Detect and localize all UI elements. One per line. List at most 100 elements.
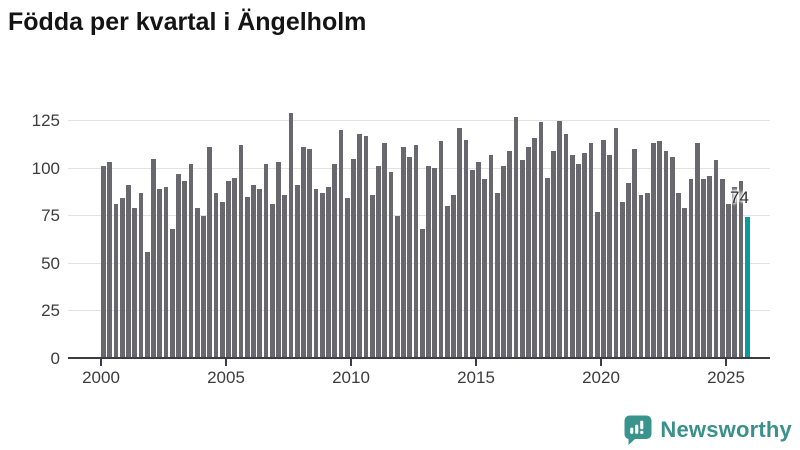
bar <box>307 149 313 358</box>
x-axis-tick <box>350 359 352 366</box>
bar <box>669 156 675 358</box>
bar <box>294 185 300 358</box>
bar <box>269 204 275 358</box>
bar <box>551 150 556 358</box>
bar <box>407 156 413 358</box>
bar <box>632 149 638 358</box>
bar <box>344 198 350 358</box>
x-axis-tick <box>225 359 227 366</box>
bar <box>382 143 388 358</box>
x-axis-tick-label: 2000 <box>82 368 120 387</box>
chart-title: Födda per kvartal i Ängelholm <box>8 8 367 36</box>
bar <box>107 162 113 358</box>
bar <box>726 204 731 358</box>
bar <box>413 145 419 358</box>
bar <box>326 187 331 358</box>
bar <box>394 215 400 358</box>
bar <box>657 141 663 358</box>
bar <box>282 194 288 358</box>
bar <box>251 185 256 358</box>
bar <box>501 166 506 358</box>
highlighted-bar <box>744 217 750 358</box>
bar <box>426 166 431 358</box>
bar <box>444 206 450 358</box>
gridline-y125 <box>68 120 770 121</box>
bar <box>388 171 394 358</box>
bar <box>257 188 263 358</box>
bar <box>676 192 681 358</box>
gridline-y25 <box>68 310 770 311</box>
bar <box>563 133 569 358</box>
bar <box>219 202 225 358</box>
bar <box>263 164 269 358</box>
bar <box>432 168 438 358</box>
bar <box>132 207 138 358</box>
x-axis-tick-label: 2010 <box>332 368 370 387</box>
bar <box>288 112 294 358</box>
bar <box>176 173 181 358</box>
bar <box>594 211 600 358</box>
bar <box>463 139 469 358</box>
bar <box>338 130 344 358</box>
y-axis-tick-label: 75 <box>41 206 60 225</box>
x-axis-tick <box>475 359 477 366</box>
bar <box>213 192 219 358</box>
bar <box>363 135 369 358</box>
bar <box>163 187 169 358</box>
bar <box>732 187 738 358</box>
bar <box>582 152 588 358</box>
bar <box>688 179 694 358</box>
bar <box>357 133 363 358</box>
bar <box>576 164 581 358</box>
bar <box>701 179 706 358</box>
bar <box>126 185 131 358</box>
bar <box>719 179 725 358</box>
bar <box>351 158 356 358</box>
y-axis-tick-label: 100 <box>31 158 60 178</box>
bar <box>482 179 488 358</box>
bar <box>169 228 175 358</box>
y-axis-tick-label: 50 <box>41 253 60 273</box>
bar <box>244 196 250 358</box>
newsworthy-logo[interactable]: Newsworthy <box>623 414 792 446</box>
bar <box>232 177 238 358</box>
y-axis-tick-label: 125 <box>31 111 60 130</box>
bar <box>538 122 544 358</box>
bar <box>151 158 156 358</box>
bar <box>369 194 375 358</box>
last-value-label: 74 <box>730 188 749 207</box>
bar <box>207 147 213 358</box>
y-axis-tick-label: 0 <box>50 348 60 368</box>
x-axis-tick-label: 2025 <box>707 368 745 387</box>
bar <box>238 145 244 358</box>
x-axis-tick <box>725 359 727 366</box>
bar <box>488 154 494 358</box>
bar <box>182 181 188 358</box>
bar <box>588 143 594 358</box>
bar <box>451 194 456 358</box>
x-axis-tick <box>100 359 102 366</box>
bar <box>713 160 719 358</box>
bar <box>569 154 575 358</box>
bar <box>319 192 325 358</box>
bar <box>138 192 144 358</box>
bar <box>226 181 231 358</box>
bar <box>469 169 475 358</box>
bar <box>194 207 200 358</box>
bar <box>313 188 319 358</box>
bar <box>651 143 656 358</box>
bar <box>738 181 744 358</box>
bar <box>101 166 106 358</box>
x-axis-line <box>68 357 770 359</box>
bar <box>376 166 381 358</box>
bar <box>457 128 463 358</box>
bar <box>113 204 119 358</box>
bar <box>557 120 563 358</box>
bar <box>613 128 619 358</box>
bar <box>507 150 513 358</box>
bar <box>494 192 500 358</box>
bar <box>601 139 606 358</box>
bar <box>276 162 281 358</box>
bar <box>476 162 481 358</box>
